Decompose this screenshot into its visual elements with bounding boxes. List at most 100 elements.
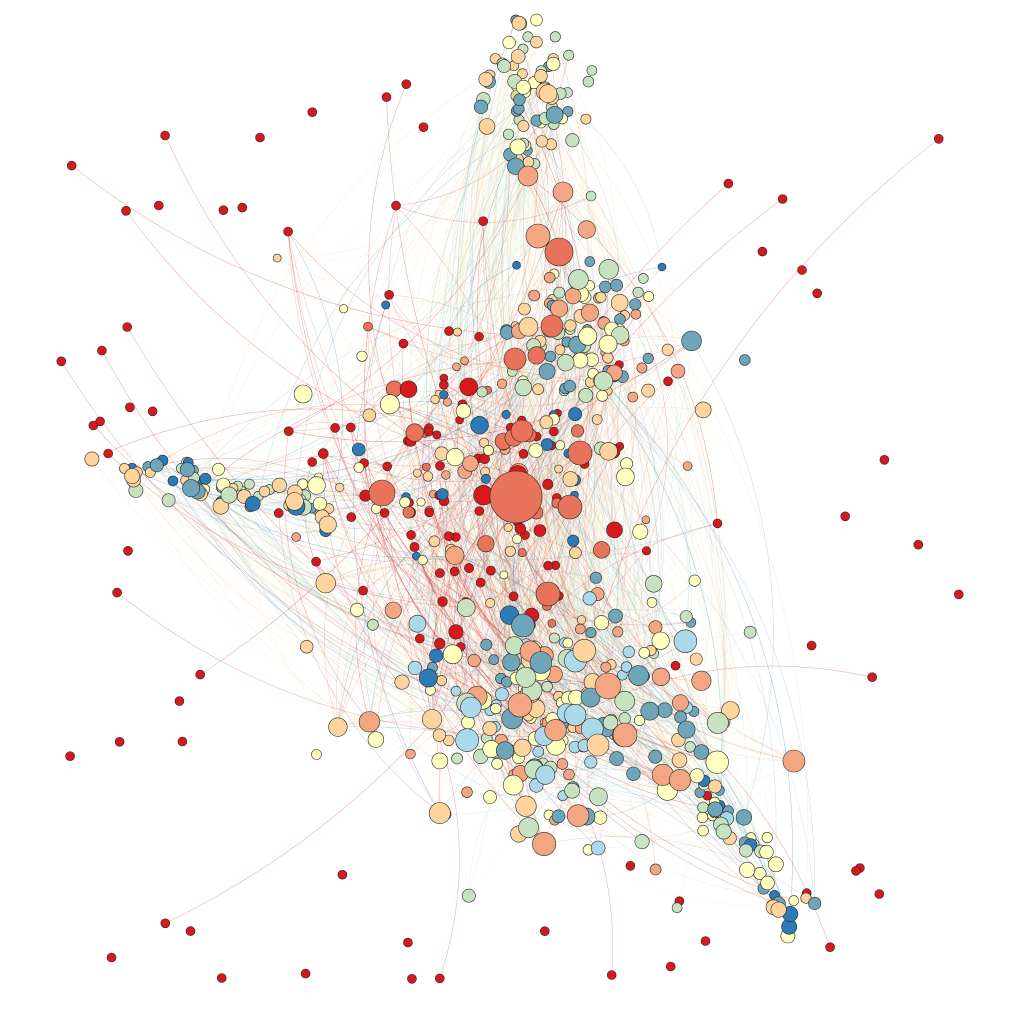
network-edge bbox=[558, 251, 660, 774]
network-edge bbox=[614, 372, 688, 467]
network-edge bbox=[588, 320, 701, 793]
network-node bbox=[450, 685, 462, 697]
network-edge bbox=[337, 726, 779, 905]
network-edge bbox=[528, 716, 681, 828]
network-node bbox=[539, 415, 554, 430]
network-node bbox=[564, 319, 577, 332]
network-edge bbox=[258, 496, 536, 739]
network-node bbox=[640, 701, 660, 721]
network-edge bbox=[569, 506, 597, 633]
network-edge bbox=[514, 609, 687, 647]
network-edge bbox=[287, 231, 524, 690]
network-node bbox=[422, 471, 434, 482]
network-node bbox=[346, 512, 357, 522]
network-node bbox=[569, 546, 582, 559]
network-edge bbox=[408, 389, 593, 730]
network-node bbox=[114, 736, 125, 747]
network-node bbox=[739, 843, 753, 858]
network-edge bbox=[466, 409, 704, 741]
network-edge bbox=[478, 336, 573, 659]
network-node bbox=[598, 259, 619, 280]
network-node bbox=[317, 448, 329, 459]
network-edge bbox=[408, 389, 593, 730]
network-node bbox=[401, 79, 412, 89]
network-node bbox=[593, 371, 614, 391]
network-node bbox=[602, 352, 614, 364]
network-edge bbox=[384, 512, 510, 616]
network-edge bbox=[540, 670, 724, 832]
network-node bbox=[657, 262, 667, 272]
network-edge bbox=[168, 500, 515, 775]
network-edge bbox=[427, 476, 748, 870]
network-edge bbox=[691, 340, 774, 818]
network-edge bbox=[536, 512, 662, 678]
network-node bbox=[485, 565, 496, 576]
network-node bbox=[570, 424, 584, 438]
network-edge bbox=[633, 370, 681, 781]
network-edge bbox=[463, 414, 554, 704]
network-node bbox=[432, 430, 442, 440]
network-node bbox=[552, 181, 574, 203]
network-node bbox=[379, 508, 390, 518]
network-edge bbox=[462, 87, 538, 405]
network-node bbox=[549, 632, 560, 644]
network-edge bbox=[258, 490, 450, 537]
network-node bbox=[509, 138, 527, 156]
network-edge bbox=[544, 251, 597, 656]
network-edge bbox=[414, 340, 692, 435]
network-edge bbox=[603, 380, 793, 915]
network-edge bbox=[602, 395, 816, 904]
network-node bbox=[564, 287, 582, 305]
network-node bbox=[879, 454, 890, 465]
network-node bbox=[514, 523, 526, 535]
network-node bbox=[272, 253, 282, 263]
network-edge bbox=[592, 286, 694, 712]
network-node bbox=[485, 597, 496, 608]
network-edge bbox=[505, 414, 588, 791]
network-node bbox=[564, 782, 580, 799]
network-edge bbox=[381, 195, 592, 494]
network-node bbox=[218, 205, 229, 215]
network-edge bbox=[476, 126, 516, 326]
network-edge bbox=[495, 58, 725, 810]
network-node bbox=[154, 200, 164, 211]
network-node bbox=[460, 356, 469, 366]
network-edge bbox=[416, 325, 553, 557]
network-node bbox=[474, 332, 484, 342]
network-node bbox=[511, 15, 527, 31]
network-edge bbox=[459, 81, 593, 730]
network-node bbox=[503, 522, 513, 532]
network-node bbox=[435, 461, 445, 471]
network-edge bbox=[185, 480, 545, 737]
network-edge bbox=[476, 506, 571, 697]
network-node bbox=[436, 675, 447, 686]
network-edge bbox=[572, 295, 708, 778]
network-node bbox=[503, 347, 527, 371]
network-edge bbox=[544, 836, 815, 904]
network-edge bbox=[362, 273, 555, 591]
network-node bbox=[515, 795, 537, 817]
network-edge bbox=[294, 108, 519, 493]
network-edge bbox=[381, 492, 438, 656]
network-node bbox=[874, 889, 885, 899]
network-node bbox=[608, 608, 623, 624]
network-node bbox=[665, 961, 676, 972]
network-node bbox=[707, 801, 724, 818]
network-node bbox=[315, 572, 336, 594]
network-node bbox=[312, 496, 327, 511]
network-edge bbox=[539, 377, 615, 746]
network-node bbox=[681, 330, 702, 352]
network-node bbox=[540, 438, 554, 451]
network-node bbox=[544, 719, 567, 742]
network-node bbox=[398, 338, 409, 349]
network-edge bbox=[385, 303, 594, 374]
network-node bbox=[618, 712, 631, 725]
network-node bbox=[442, 644, 463, 665]
network-node bbox=[739, 354, 751, 366]
network-edge bbox=[287, 231, 604, 382]
network-node bbox=[125, 402, 135, 413]
network-edge bbox=[642, 583, 681, 781]
network-node bbox=[382, 461, 393, 472]
network-node bbox=[476, 386, 488, 398]
network-edge bbox=[299, 292, 560, 501]
